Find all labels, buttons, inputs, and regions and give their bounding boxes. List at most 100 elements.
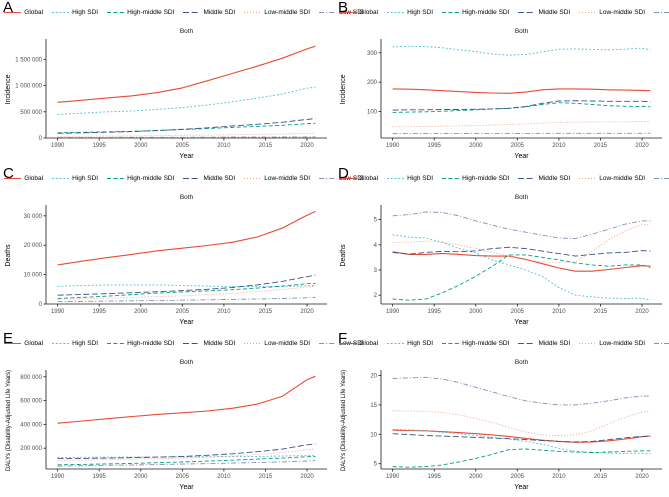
series-line-middle-sdi <box>57 118 316 134</box>
legend-key-icon <box>654 12 669 13</box>
x-tick-label: 2000 <box>134 474 148 480</box>
legend-label: High SDI <box>72 340 99 347</box>
series-line-high-middle-sdi <box>392 102 651 113</box>
x-tick-label: 2000 <box>469 309 483 315</box>
legend-label: Middle SDI <box>538 175 571 182</box>
legend: Global High SDI High-middle SDI Middle SDI L… <box>339 175 669 182</box>
panel-E: E Global High SDI High-middle SDI Middle SDI… <box>0 330 364 497</box>
y-tick-label: 20 000 <box>24 243 43 249</box>
panel-A-plot: 0 500 000 1 000 000 1 500 000 1990 1995 2000 20… <box>5 39 327 160</box>
legend-item: Low-middle SDI <box>579 9 645 16</box>
legend-key-icon <box>319 178 337 179</box>
plot-title: Both <box>514 194 529 201</box>
x-tick-label: 1990 <box>386 474 400 480</box>
panel-B-plot: 100 200 300 1990 1995 2000 2005 2010 2015 2020 Yea… <box>340 39 662 160</box>
panel-D-plot: 2 3 4 5 1990 1995 2000 2005 2010 2015 2020 Year Deat… <box>340 205 662 326</box>
x-tick-label: 2020 <box>635 309 649 315</box>
series-line-global <box>392 88 651 94</box>
y-tick-label: 2 <box>374 293 378 299</box>
legend-item: High SDI <box>387 9 433 16</box>
x-tick-label: 2015 <box>259 474 273 480</box>
x-tick-label: 1990 <box>51 474 65 480</box>
legend-item: High SDI <box>52 175 98 182</box>
legend-item: Low-middle SDI <box>244 340 310 347</box>
legend-label: High-middle SDI <box>462 175 510 182</box>
legend-label: Global <box>359 9 379 16</box>
series-line-high-middle-sdi <box>57 456 316 466</box>
x-tick-label: 2000 <box>469 143 483 149</box>
legend-key-icon <box>654 343 669 344</box>
y-tick-label: 0 <box>39 136 43 142</box>
legend-item: Global <box>339 175 378 182</box>
legend-item: Global <box>339 340 378 347</box>
legend-label: High SDI <box>72 175 99 182</box>
legend-item: High-middle SDI <box>107 175 174 182</box>
x-axis-label: Year <box>514 484 529 491</box>
legend-key-icon <box>107 12 125 13</box>
legend-item: High-middle SDI <box>442 175 509 182</box>
legend-key-icon <box>579 12 597 13</box>
series-line-low-sdi <box>57 460 316 467</box>
legend-item: Middle SDI <box>183 9 235 16</box>
legend-key-icon <box>244 343 262 344</box>
x-tick-label: 2015 <box>594 474 608 480</box>
x-axis-label: Year <box>179 319 194 326</box>
panel-A: A Global High SDI High-middle SDI Middle SDI… <box>0 0 364 166</box>
legend-item: High-middle SDI <box>442 9 509 16</box>
legend-item: Low-middle SDI <box>579 340 645 347</box>
legend-item: Low-middle SDI <box>244 9 310 16</box>
series-line-low-middle-sdi <box>392 410 651 436</box>
legend-key-icon <box>52 12 70 13</box>
legend-label: Middle SDI <box>203 340 236 347</box>
legend-label: Global <box>359 175 379 182</box>
legend-key-icon <box>518 12 536 13</box>
x-tick-label: 2015 <box>594 309 608 315</box>
legend-key-icon <box>52 178 70 179</box>
legend-key-icon <box>183 12 201 13</box>
legend-item: High SDI <box>52 340 98 347</box>
x-tick-label: 2015 <box>594 143 608 149</box>
y-tick-label: 200 <box>367 80 378 86</box>
legend-item: Low SDI <box>654 175 669 182</box>
series-line-high-middle-sdi <box>57 122 316 134</box>
panel-C: C Global High SDI High-middle SDI Middle SDI… <box>0 165 364 332</box>
y-axis-label: DALYs (Disability-Adjusted Life Years) <box>341 370 347 471</box>
legend-key-icon <box>4 12 22 13</box>
series-line-middle-sdi <box>57 274 316 296</box>
y-tick-label: 500 000 <box>20 110 42 116</box>
panel-label: E <box>3 330 14 347</box>
plot-title: Both <box>514 359 529 366</box>
x-tick-label: 2005 <box>176 474 190 480</box>
panel-B: B Global High SDI High-middle SDI Middle SDI… <box>335 0 669 166</box>
panel-D: D Global High SDI High-middle SDI Middle SDI… <box>335 165 669 332</box>
x-axis-label: Year <box>179 484 194 491</box>
legend-key-icon <box>107 343 125 344</box>
legend-item: High-middle SDI <box>107 9 174 16</box>
x-tick-label: 1995 <box>93 309 107 315</box>
series-line-high-sdi <box>57 454 316 458</box>
x-tick-label: 2015 <box>259 143 273 149</box>
legend-key-icon <box>518 343 536 344</box>
legend-key-icon <box>319 343 337 344</box>
legend-key-icon <box>518 178 536 179</box>
legend-label: Middle SDI <box>203 175 236 182</box>
x-tick-label: 2000 <box>134 143 148 149</box>
x-axis-label: Year <box>514 319 529 326</box>
plot-title: Both <box>179 194 194 201</box>
x-tick-label: 2020 <box>635 143 649 149</box>
legend-item: Low-middle SDI <box>579 175 645 182</box>
series-line-middle-sdi <box>392 433 651 443</box>
legend-label: High-middle SDI <box>127 340 175 347</box>
x-tick-label: 2005 <box>511 309 525 315</box>
x-tick-label: 2005 <box>176 309 190 315</box>
y-tick-label: 10 000 <box>24 273 43 279</box>
legend-item: High SDI <box>52 9 98 16</box>
x-tick-label: 2020 <box>300 474 314 480</box>
legend-label: Low-middle SDI <box>599 340 646 347</box>
legend-key-icon <box>244 178 262 179</box>
x-tick-label: 2010 <box>217 474 231 480</box>
x-tick-label: 1990 <box>386 309 400 315</box>
y-tick-label: 4 <box>374 243 378 249</box>
legend: Global High SDI High-middle SDI Middle SDI L… <box>4 340 364 347</box>
legend: Global High SDI High-middle SDI Middle SDI L… <box>339 340 669 347</box>
